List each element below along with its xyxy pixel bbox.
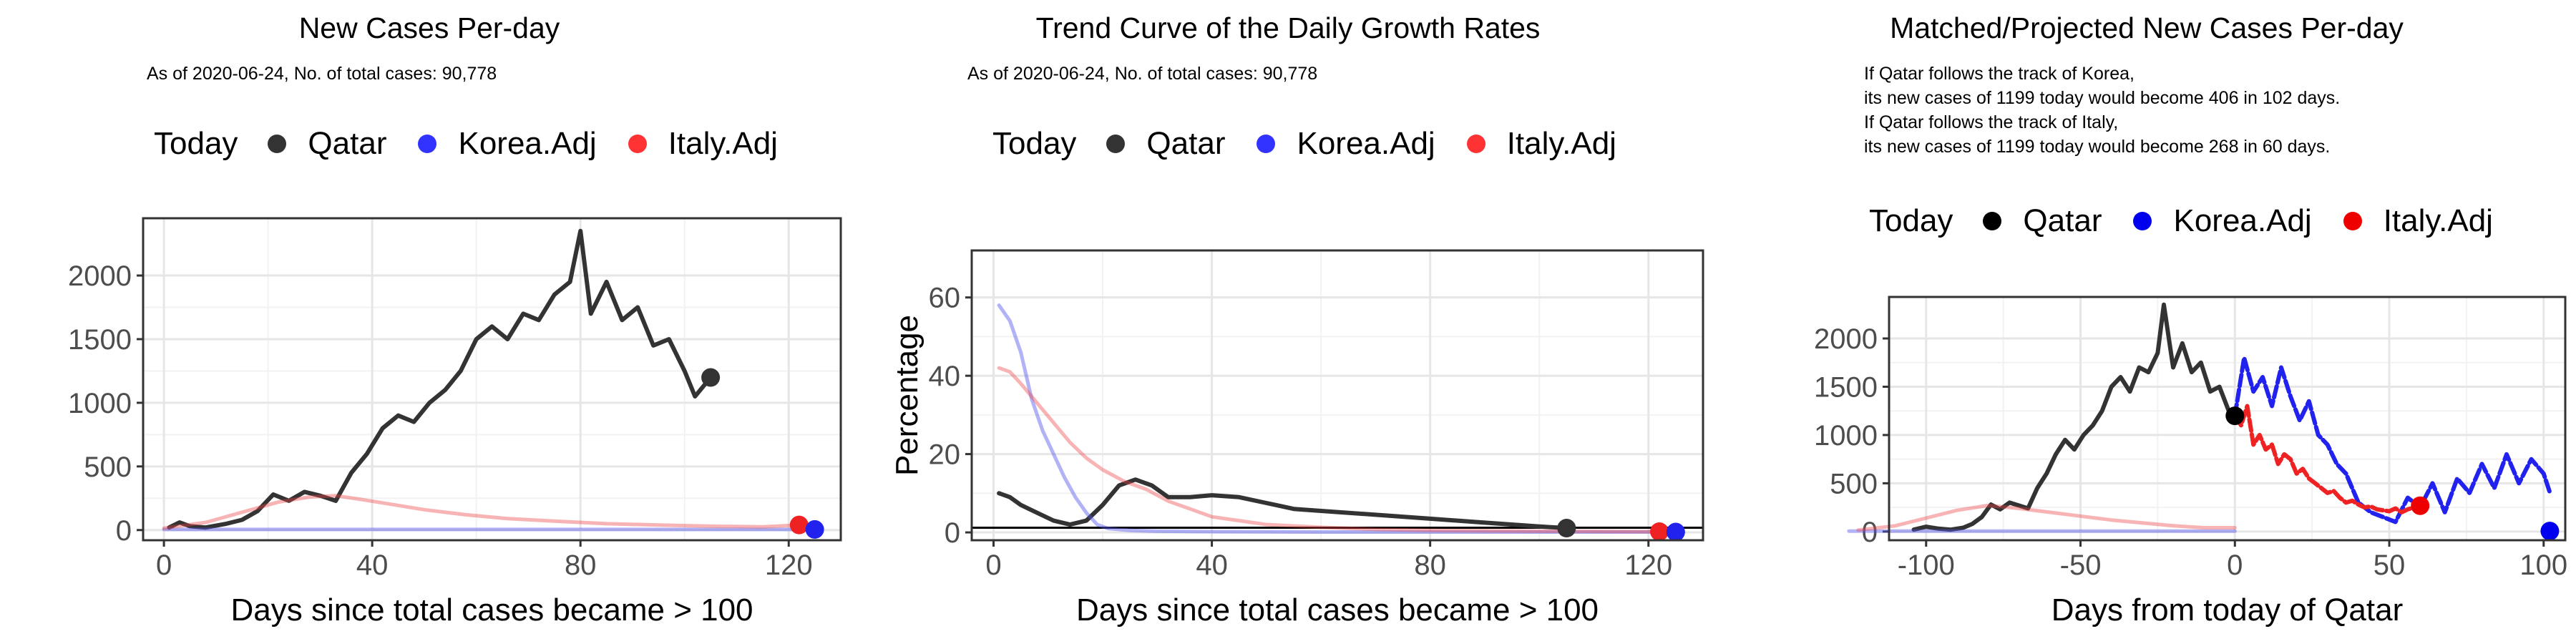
chart-subtitle: As of 2020-06-24, No. of total cases: 90…: [147, 64, 497, 84]
legend-marker-korea: [1257, 135, 1276, 153]
series-line-korea-adj: [997, 303, 1678, 534]
y-axis-label: Percentage: [889, 315, 924, 476]
x-tick-label: 40: [356, 550, 389, 581]
y-tick-label: 1000: [1814, 420, 1878, 452]
legend-label-qatar: Qatar: [308, 126, 387, 161]
y-tick-label: 0: [945, 517, 960, 549]
y-tick-label: 2000: [68, 260, 132, 292]
series-line-qatar: [1911, 302, 2238, 532]
chart-new-cases: 0 40 80 120 0 500 1000 1500 2000 Days since total…: [68, 217, 842, 628]
chart-title: Matched/Projected New Cases Per-day: [1890, 11, 2404, 44]
legend-label-italy: Italy.Adj: [2383, 203, 2493, 238]
y-tick-label: 1000: [68, 388, 132, 419]
y-tick-label: 500: [1830, 468, 1878, 499]
plot-border: [142, 217, 842, 542]
y-tick-label: 1500: [1814, 371, 1878, 403]
x-tick-label: 40: [1196, 550, 1228, 581]
series-line-italy-adj: [2233, 404, 2423, 514]
projection-line: its new cases of 1199 today would become…: [1864, 137, 2331, 157]
today-point-italy-adj: [789, 515, 809, 535]
x-tick-label: 120: [765, 550, 813, 581]
series-line-italy-adj: [162, 494, 801, 530]
x-axis-label: Days from today of Qatar: [2051, 592, 2404, 628]
legend: Today Qatar Korea.Adj Italy.Adj: [992, 126, 1648, 162]
series-line-korea-adj: [2233, 356, 2552, 525]
y-tick-label: 2000: [1814, 323, 1878, 355]
plot-border: [1888, 296, 2567, 542]
chart-growth-rates: 0 40 80 120 0 20 40 60 Days since total cases be…: [889, 249, 1704, 628]
chart-title: New Cases Per-day: [298, 11, 560, 44]
today-point-korea-adj: [1666, 522, 1685, 542]
legend-title: Today: [1869, 203, 1953, 238]
y-tick-label: 20: [929, 439, 961, 471]
today-point-italy-adj: [1649, 522, 1669, 541]
series-line-italy-adj-past-: [1856, 503, 2237, 532]
today-point-qatar: [701, 368, 721, 387]
legend-label-qatar: Qatar: [1146, 126, 1226, 161]
series-line-qatar: [997, 477, 1569, 530]
today-point-qatar: [1557, 519, 1576, 538]
y-tick-label: 0: [116, 515, 132, 547]
legend-marker-korea: [418, 135, 437, 153]
series-line-qatar: [167, 228, 713, 530]
legend-label-korea: Korea.Adj: [458, 126, 597, 161]
y-tick-label: 0: [1862, 517, 1878, 548]
legend-marker-italy: [1466, 135, 1485, 153]
series-line-italy-adj: [997, 366, 1662, 534]
today-point-korea-adj: [805, 519, 824, 539]
legend-label-korea: Korea.Adj: [1297, 126, 1435, 161]
legend-title: Today: [154, 126, 238, 161]
projection-line: If Qatar follows the track of Korea,: [1864, 64, 2135, 84]
y-tick-label: 40: [929, 361, 961, 392]
legend-label-korea: Korea.Adj: [2173, 203, 2312, 238]
projection-line: its new cases of 1199 today would become…: [1864, 88, 2341, 108]
x-tick-label: 0: [2227, 550, 2243, 581]
projection-line: If Qatar follows the track of Italy,: [1864, 112, 2119, 132]
plot-border: [970, 249, 1704, 542]
legend-marker-korea: [2133, 212, 2152, 230]
legend-marker-italy: [628, 135, 647, 153]
today-point-qatar: [2225, 406, 2245, 426]
legend-title: Today: [992, 126, 1077, 161]
legend-label-italy: Italy.Adj: [668, 126, 778, 161]
x-tick-label: 100: [2519, 550, 2567, 581]
x-tick-label: 50: [2373, 550, 2406, 581]
legend-marker-qatar: [268, 135, 287, 153]
y-tick-label: 1500: [68, 324, 132, 356]
x-tick-label: -100: [1898, 550, 1955, 581]
panel-projected: Matched/Projected New Cases Per-day If Q…: [1717, 0, 2576, 644]
chart-subtitle: As of 2020-06-24, No. of total cases: 90…: [967, 64, 1318, 84]
x-axis-label: Days since total cases became > 100: [1076, 592, 1599, 628]
legend-marker-italy: [2343, 212, 2362, 230]
x-tick-label: 0: [985, 550, 1001, 581]
x-tick-label: -50: [2060, 550, 2102, 581]
x-tick-label: 120: [1624, 550, 1672, 581]
panel-growth-rates: Trend Curve of the Daily Growth Rates As…: [859, 0, 1717, 644]
x-tick-label: 0: [156, 550, 172, 581]
legend: Today Qatar Korea.Adj Italy.Adj: [154, 126, 809, 162]
legend-label-italy: Italy.Adj: [1506, 126, 1616, 161]
x-tick-label: 80: [1414, 550, 1446, 581]
today-point-korea-adj: [2540, 522, 2560, 541]
y-tick-label: 60: [929, 283, 961, 314]
chart-title: Trend Curve of the Daily Growth Rates: [1035, 11, 1541, 44]
panel-new-cases: New Cases Per-day As of 2020-06-24, No. …: [0, 0, 859, 644]
legend: Today Qatar Korea.Adj Italy.Adj: [1869, 203, 2524, 239]
legend-marker-qatar: [1983, 212, 2002, 230]
legend-label-qatar: Qatar: [2023, 203, 2102, 238]
x-tick-label: 80: [565, 550, 597, 581]
today-point-italy-adj: [2411, 496, 2430, 515]
y-tick-label: 500: [84, 452, 132, 483]
x-axis-label: Days since total cases became > 100: [230, 592, 753, 628]
legend-marker-qatar: [1106, 135, 1126, 153]
projection-notes: If Qatar follows the track of Korea, its…: [1864, 62, 2340, 159]
